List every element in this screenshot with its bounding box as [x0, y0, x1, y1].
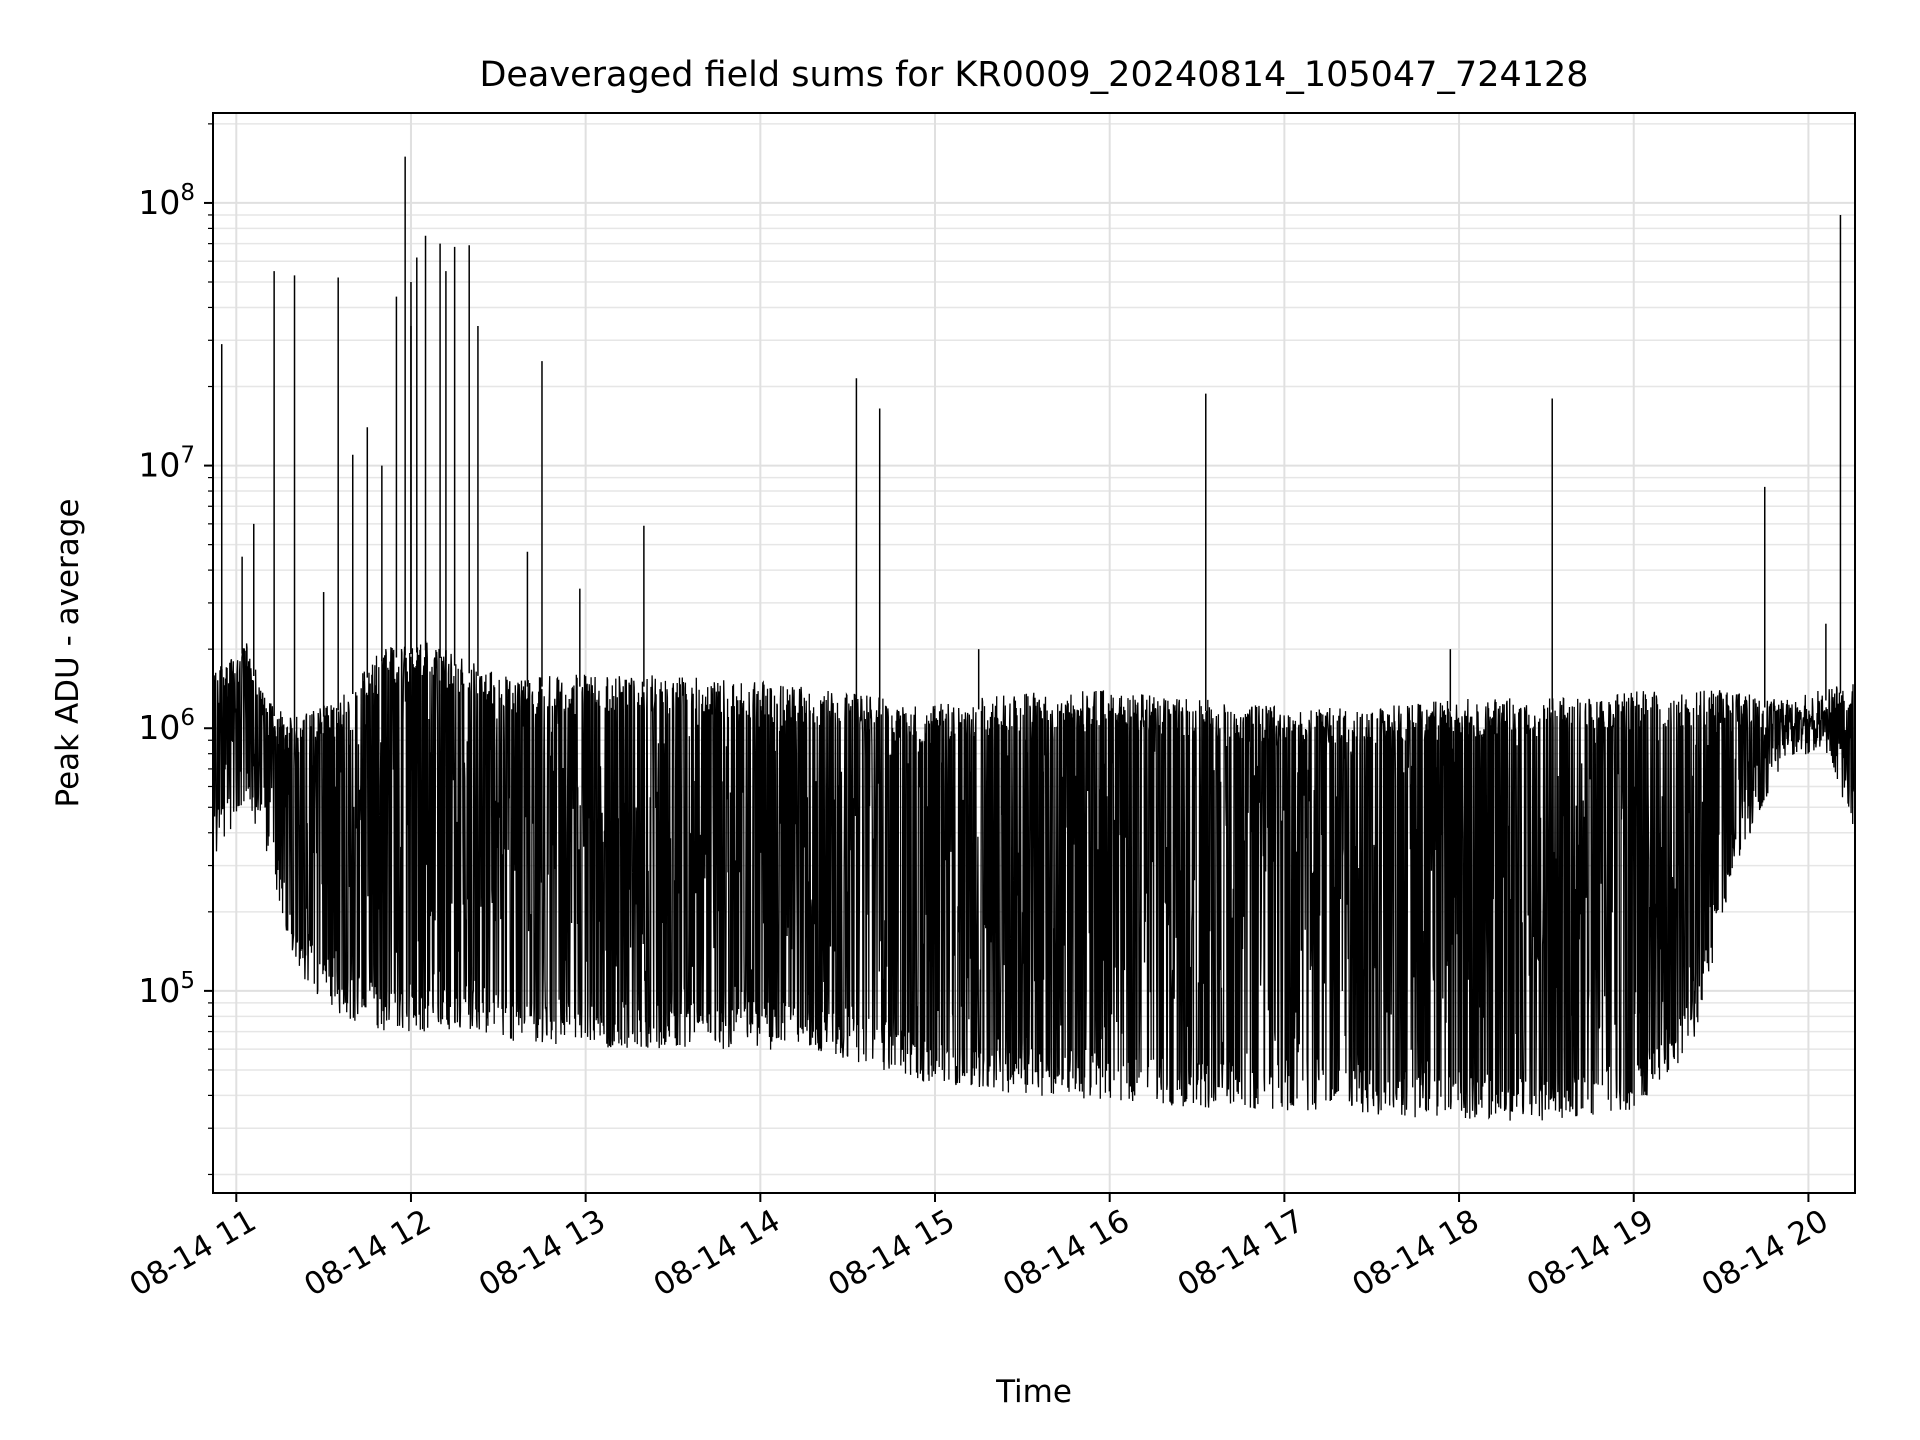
chart-title: Deaveraged field sums for KR0009_2024081…	[479, 55, 1588, 95]
x-axis-label: Time	[995, 1374, 1072, 1410]
y-axis-label: Peak ADU - average	[50, 498, 86, 807]
data-series	[213, 156, 1855, 1121]
plot-frame	[212, 112, 1856, 1194]
y-tick-label: 107	[138, 443, 195, 485]
y-tick-label: 105	[138, 968, 195, 1010]
y-tick-label: 106	[138, 705, 195, 747]
series-line	[213, 640, 1855, 1121]
y-tick-label: 108	[138, 180, 195, 222]
